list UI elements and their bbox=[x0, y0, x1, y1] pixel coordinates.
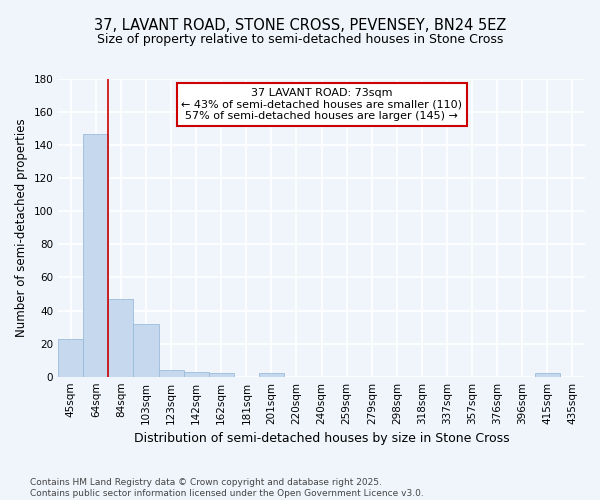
Bar bbox=[535, 374, 560, 376]
Y-axis label: Number of semi-detached properties: Number of semi-detached properties bbox=[15, 118, 28, 337]
Bar bbox=[133, 324, 158, 376]
Text: Size of property relative to semi-detached houses in Stone Cross: Size of property relative to semi-detach… bbox=[97, 32, 503, 46]
Bar bbox=[58, 338, 83, 376]
Bar bbox=[259, 374, 284, 376]
Text: 37 LAVANT ROAD: 73sqm
← 43% of semi-detached houses are smaller (110)
57% of sem: 37 LAVANT ROAD: 73sqm ← 43% of semi-deta… bbox=[181, 88, 462, 121]
X-axis label: Distribution of semi-detached houses by size in Stone Cross: Distribution of semi-detached houses by … bbox=[134, 432, 509, 445]
Text: 37, LAVANT ROAD, STONE CROSS, PEVENSEY, BN24 5EZ: 37, LAVANT ROAD, STONE CROSS, PEVENSEY, … bbox=[94, 18, 506, 32]
Bar bbox=[83, 134, 109, 376]
Bar bbox=[158, 370, 184, 376]
Bar bbox=[184, 372, 209, 376]
Text: Contains HM Land Registry data © Crown copyright and database right 2025.
Contai: Contains HM Land Registry data © Crown c… bbox=[30, 478, 424, 498]
Bar bbox=[109, 299, 133, 376]
Bar bbox=[209, 374, 234, 376]
